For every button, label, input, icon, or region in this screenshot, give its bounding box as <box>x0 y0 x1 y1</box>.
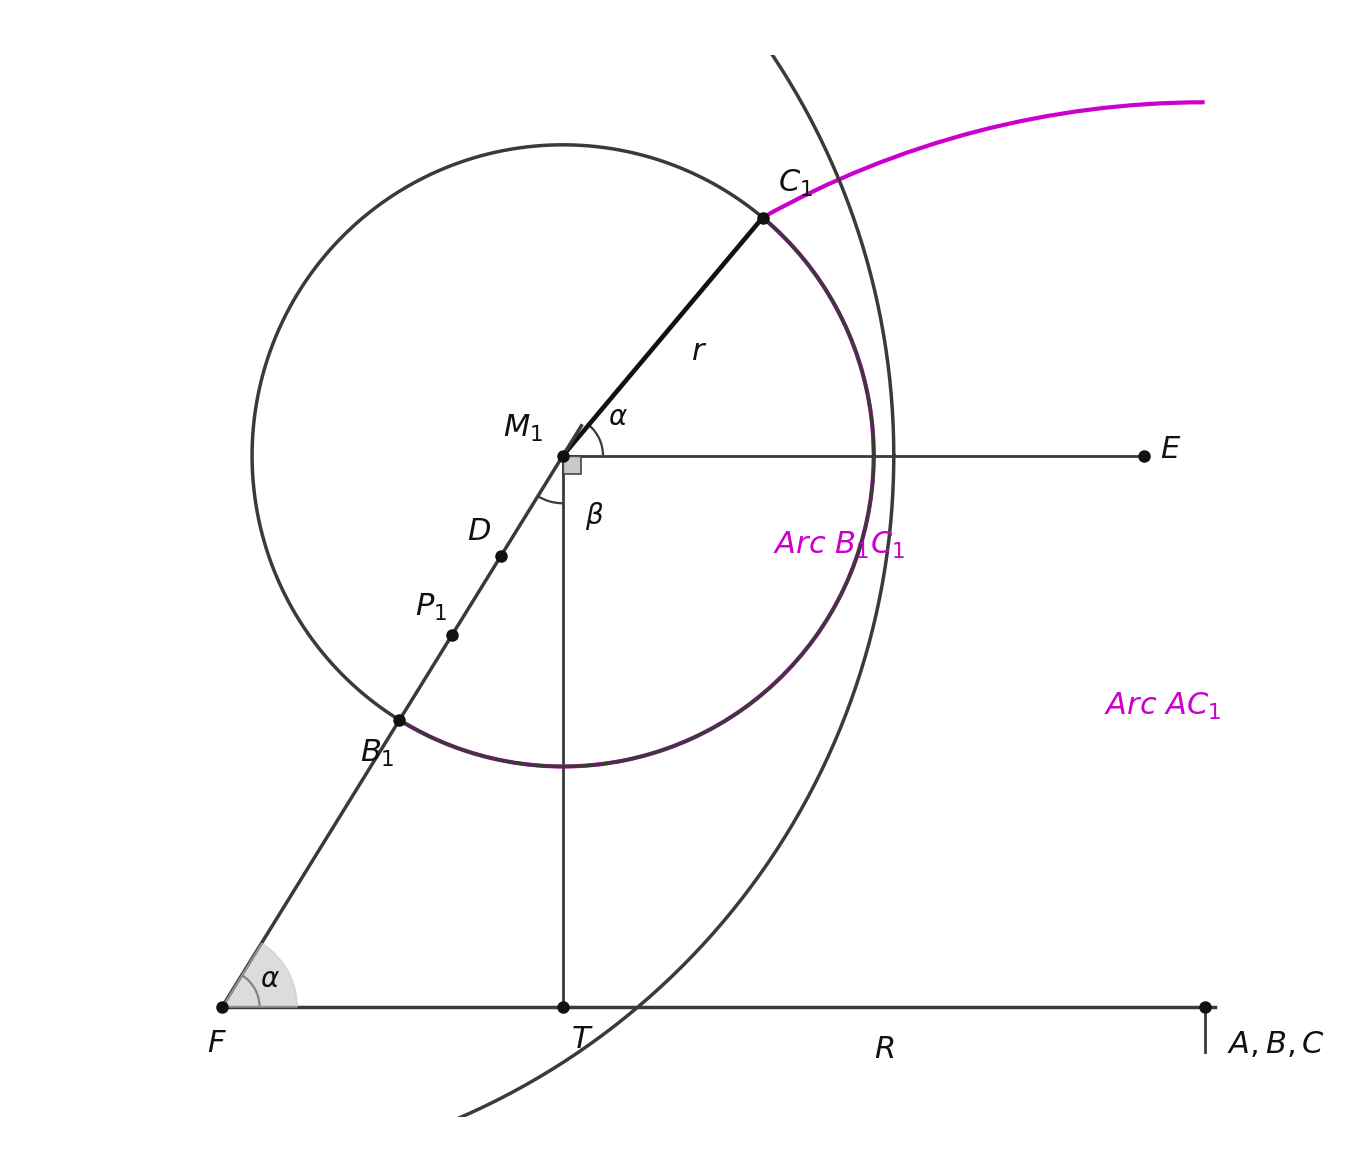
Text: $r$: $r$ <box>691 338 707 366</box>
Wedge shape <box>222 943 297 1007</box>
Text: $B_1$: $B_1$ <box>360 738 395 769</box>
Text: $\beta$: $\beta$ <box>585 499 604 532</box>
Text: $T$: $T$ <box>571 1026 594 1054</box>
Text: $D$: $D$ <box>466 517 491 546</box>
Text: $\alpha$: $\alpha$ <box>608 402 627 430</box>
Text: $P_1$: $P_1$ <box>415 592 446 624</box>
Text: $M_1$: $M_1$ <box>503 413 544 444</box>
Polygon shape <box>562 456 581 473</box>
Text: $Arc\ B_1C_1$: $Arc\ B_1C_1$ <box>773 531 906 561</box>
Text: $R$: $R$ <box>873 1035 894 1064</box>
Text: $E$: $E$ <box>1160 435 1180 464</box>
Text: $C_1$: $C_1$ <box>777 169 813 199</box>
Text: $Arc\ AC_1$: $Arc\ AC_1$ <box>1105 690 1222 722</box>
Text: $\alpha$: $\alpha$ <box>260 965 280 993</box>
Text: $A, B, C$: $A, B, C$ <box>1226 1029 1325 1059</box>
Text: $F$: $F$ <box>207 1029 227 1058</box>
